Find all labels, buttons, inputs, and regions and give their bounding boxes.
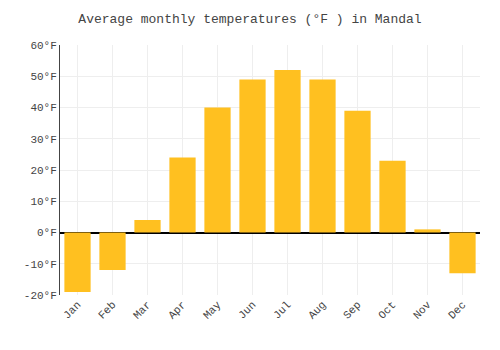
svg-text:Average monthly temperatures (: Average monthly temperatures (°F ) in Ma… bbox=[78, 12, 421, 27]
svg-text:0°F: 0°F bbox=[37, 227, 57, 239]
svg-text:30°F: 30°F bbox=[30, 134, 56, 146]
svg-text:Jan: Jan bbox=[61, 299, 83, 321]
svg-text:Dec: Dec bbox=[446, 299, 468, 321]
svg-text:Jul: Jul bbox=[271, 299, 293, 321]
svg-text:Oct: Oct bbox=[376, 299, 398, 321]
svg-text:May: May bbox=[201, 299, 224, 322]
svg-text:Mar: Mar bbox=[131, 299, 153, 321]
svg-text:Feb: Feb bbox=[96, 299, 118, 321]
svg-text:Jun: Jun bbox=[236, 299, 258, 321]
svg-text:20°F: 20°F bbox=[30, 165, 56, 177]
svg-text:60°F: 60°F bbox=[30, 40, 56, 52]
svg-text:Sep: Sep bbox=[341, 299, 363, 321]
svg-text:Apr: Apr bbox=[166, 299, 188, 321]
svg-text:10°F: 10°F bbox=[30, 196, 56, 208]
svg-text:-10°F: -10°F bbox=[24, 259, 57, 271]
svg-text:-20°F: -20°F bbox=[24, 290, 57, 302]
svg-text:40°F: 40°F bbox=[30, 102, 56, 114]
svg-text:Nov: Nov bbox=[411, 299, 434, 322]
svg-text:50°F: 50°F bbox=[30, 71, 56, 83]
svg-text:Aug: Aug bbox=[306, 299, 328, 321]
